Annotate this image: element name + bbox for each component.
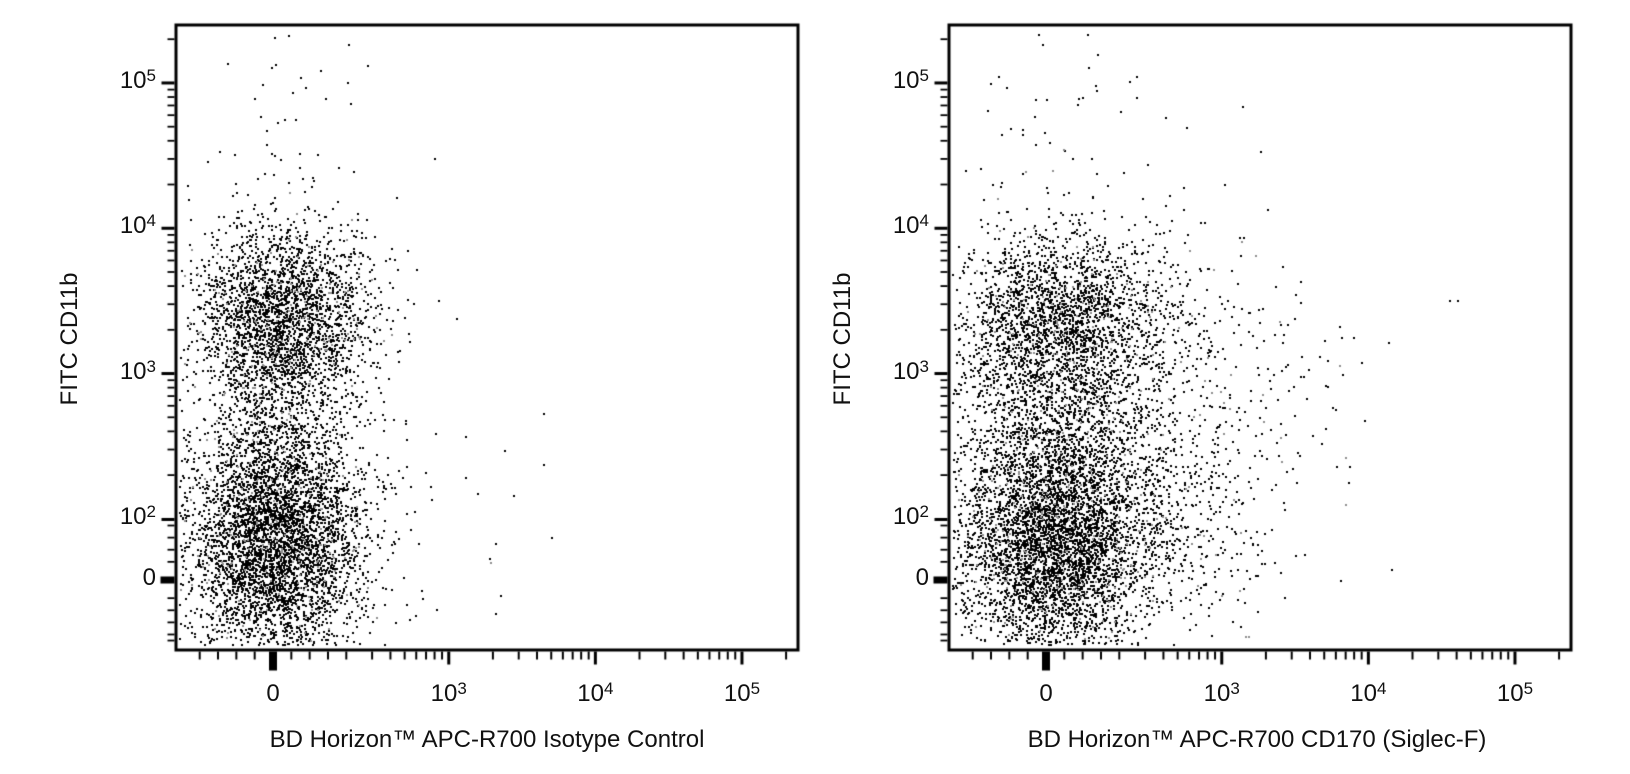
x-tick-label: 104 (577, 679, 614, 707)
x-tick-label: 105 (723, 679, 761, 707)
y-tick-label: 102 (892, 502, 929, 531)
x-axis-title-left: BD Horizon™ APC-R700 Isotype Control (269, 726, 705, 753)
x-tick-label: 0 (1039, 680, 1053, 707)
x-tick-label: 103 (430, 679, 467, 707)
y-tick-label: 105 (892, 65, 929, 94)
y-tick-label: 0 (915, 564, 929, 591)
y-tick-label: 103 (892, 356, 929, 385)
x-tick-label: 105 (1496, 679, 1534, 707)
y-tick-label: 102 (119, 502, 156, 531)
y-tick-label: 105 (119, 65, 156, 94)
x-tick-label: 0 (266, 680, 280, 707)
x-axis-title-right: BD Horizon™ APC-R700 CD170 (Siglec-F) (1027, 726, 1487, 753)
y-tick-label: 103 (119, 356, 156, 385)
x-tick-label: 104 (1350, 679, 1387, 707)
y-tick-label: 0 (142, 564, 156, 591)
x-tick-label: 103 (1203, 679, 1240, 707)
y-tick-label: 104 (892, 211, 929, 240)
y-tick-label: 104 (119, 211, 156, 240)
